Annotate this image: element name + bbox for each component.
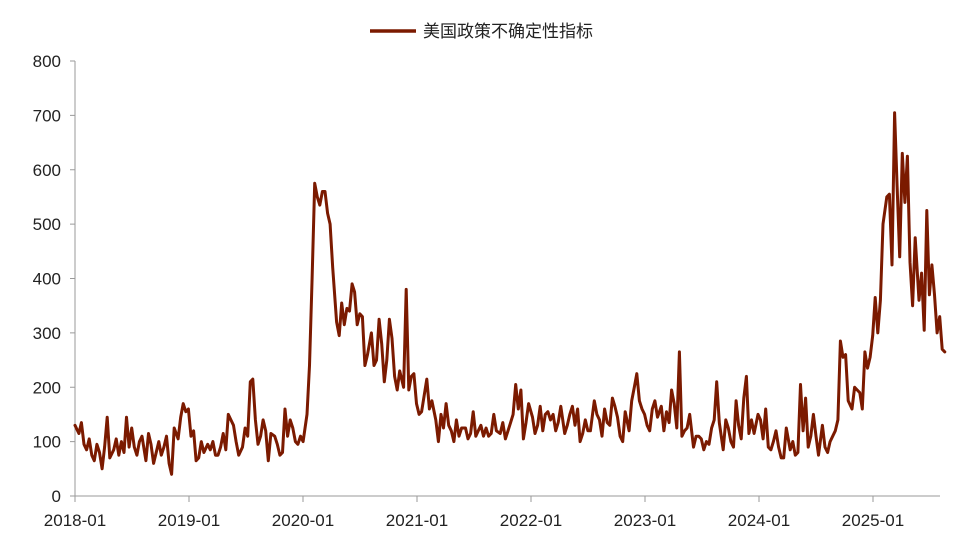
legend-label: 美国政策不确定性指标 [423, 22, 593, 42]
series-line [73, 111, 947, 476]
x-tick-label: 2024-01 [728, 511, 790, 530]
y-tick-label: 400 [33, 270, 61, 289]
legend: 美国政策不确定性指标 [370, 22, 593, 42]
y-axis: 0 100 200 300 400 500 600 700 800 [33, 52, 76, 506]
x-tick-label: 2021-01 [386, 511, 448, 530]
y-tick-label: 500 [33, 215, 61, 234]
series-layer [73, 111, 947, 476]
y-tick-label: 600 [33, 161, 61, 180]
x-tick-label: 2019-01 [158, 511, 220, 530]
y-tick-label: 0 [52, 487, 61, 506]
x-tick-label: 2020-01 [272, 511, 334, 530]
y-tick-label: 100 [33, 433, 61, 452]
x-tick-label: 2025-01 [842, 511, 904, 530]
x-tick-label: 2022-01 [500, 511, 562, 530]
y-tick-label: 800 [33, 52, 61, 71]
y-tick-label: 200 [33, 378, 61, 397]
y-tick-label: 300 [33, 324, 61, 343]
x-tick-label: 2023-01 [614, 511, 676, 530]
y-tick-label: 700 [33, 106, 61, 125]
x-tick-label: 2018-01 [44, 511, 106, 530]
x-axis: 2018-01 2019-01 2020-01 2021-01 2022-01 2023-… [44, 495, 940, 530]
